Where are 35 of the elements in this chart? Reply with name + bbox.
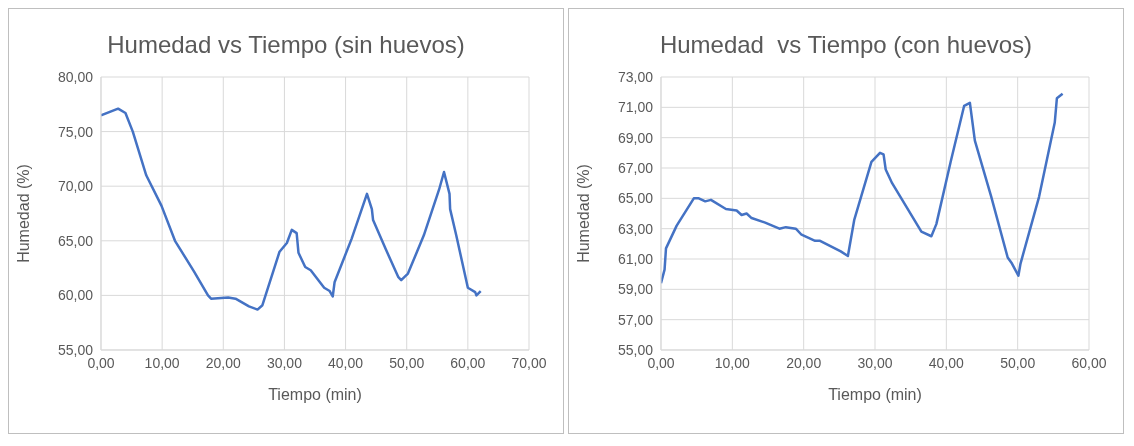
x-tick-label: 50,00: [1000, 354, 1036, 371]
x-tick-label: 70,00: [511, 354, 547, 371]
x-tick-label: 30,00: [266, 354, 303, 371]
y-tick-label: 71,00: [617, 99, 654, 116]
x-axis-title: Tiempo (min): [828, 386, 922, 403]
chart-title: Humedad vs Tiempo (sin huevos): [106, 31, 466, 60]
y-tick-label: 63,00: [617, 220, 654, 237]
y-tick-label: 80,00: [57, 68, 94, 85]
y-tick-label: 59,00: [617, 281, 654, 298]
chart-title: Humedad vs Tiempo (con huevos): [658, 31, 1034, 60]
x-tick-label: 10,00: [714, 354, 751, 371]
y-axis-title: Humedad (%): [574, 164, 592, 263]
x-tick-label: 50,00: [389, 354, 425, 371]
x-tick-label: 60,00: [1071, 354, 1107, 371]
y-tick-label: 70,00: [57, 178, 94, 195]
y-axis-title: Humedad (%): [14, 164, 32, 263]
y-tick-label: 73,00: [617, 68, 654, 85]
y-tick-label: 69,00: [617, 129, 654, 146]
x-axis-title: Tiempo (min): [268, 386, 362, 403]
x-tick-label: 10,00: [144, 354, 180, 371]
y-tick-label: 57,00: [617, 311, 654, 328]
x-tick-label: 40,00: [928, 354, 965, 371]
x-tick-label: 20,00: [205, 354, 242, 371]
x-tick-label: 30,00: [857, 354, 893, 371]
x-tick-label: 60,00: [450, 354, 486, 371]
x-tick-label: 40,00: [328, 354, 364, 371]
y-tick-label: 67,00: [617, 159, 654, 176]
y-tick-label: 65,00: [57, 232, 94, 249]
y-tick-label: 60,00: [57, 287, 94, 304]
line-series: [101, 107, 482, 311]
x-tick-label: 20,00: [786, 354, 822, 371]
y-tick-label: 61,00: [617, 250, 654, 267]
line-series: [661, 92, 1064, 285]
y-tick-label: 65,00: [617, 190, 654, 207]
y-tick-label: 75,00: [57, 123, 94, 140]
